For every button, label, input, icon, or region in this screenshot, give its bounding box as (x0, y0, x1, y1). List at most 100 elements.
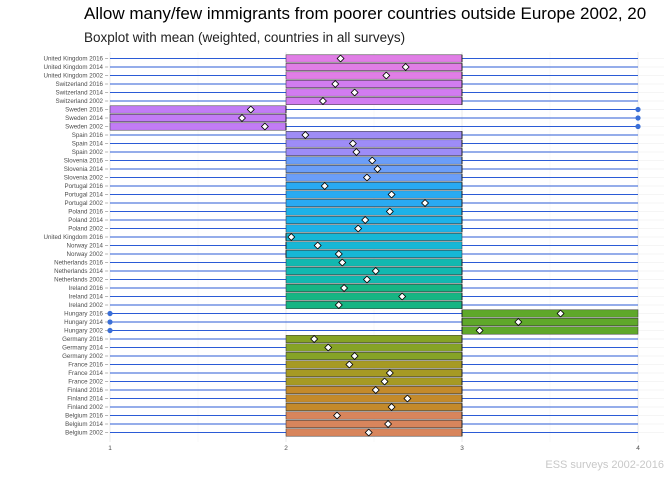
y-tick-label: Portugal 2016 (64, 183, 103, 190)
y-tick-label: Belgium 2014 (65, 421, 103, 428)
mean-marker (331, 80, 340, 88)
y-tick-label: Switzerland 2014 (56, 90, 104, 97)
box (285, 173, 463, 182)
y-tick-label: Finland 2002 (67, 404, 103, 411)
y-tick-label: Spain 2016 (72, 132, 104, 139)
box (285, 88, 463, 97)
mean-marker (345, 360, 354, 369)
mean-marker (301, 131, 310, 139)
mean-marker (364, 428, 373, 437)
y-tick-label: Hungary 2016 (64, 311, 103, 318)
mean-marker (287, 233, 296, 241)
mean-marker (371, 267, 380, 275)
mean-marker (310, 335, 319, 343)
mean-marker (352, 148, 361, 156)
mean-marker (313, 241, 322, 250)
x-tick-label: 1 (108, 445, 112, 452)
mean-marker (246, 105, 255, 114)
mean-marker (556, 309, 565, 318)
y-tick-label: Norway 2014 (67, 243, 104, 250)
mean-marker (336, 54, 345, 63)
box (285, 403, 463, 411)
y-tick-label: United Kingdom 2002 (43, 73, 103, 80)
box (109, 122, 287, 131)
box (285, 292, 463, 301)
y-tick-label: Poland 2014 (68, 217, 103, 224)
box (285, 97, 463, 105)
mean-marker (340, 284, 349, 292)
y-tick-label: United Kingdom 2014 (43, 64, 103, 71)
mean-marker (387, 190, 396, 199)
mean-marker (338, 258, 347, 267)
box (285, 224, 463, 233)
y-tick-label: Poland 2002 (68, 226, 103, 233)
mean-marker (398, 292, 407, 301)
y-tick-label: Spain 2002 (72, 149, 104, 156)
y-tick-label: Germany 2002 (62, 353, 103, 360)
y-tick-label: France 2014 (68, 370, 103, 377)
mean-marker (421, 199, 430, 207)
box (285, 428, 463, 437)
box (109, 114, 287, 122)
y-tick-label: Germany 2014 (62, 345, 103, 352)
y-tick-label: Finland 2014 (67, 396, 103, 403)
mean-marker (324, 343, 333, 352)
outlier-point (635, 106, 641, 113)
outlier-point (107, 327, 113, 334)
mean-marker (238, 114, 246, 122)
box (285, 199, 463, 207)
box (285, 148, 463, 156)
y-tick-label: Portugal 2002 (64, 200, 103, 207)
mean-marker (514, 318, 523, 326)
y-tick-label: Hungary 2014 (64, 319, 103, 326)
y-tick-label: Ireland 2014 (69, 294, 104, 301)
box (109, 105, 287, 114)
mean-marker (401, 63, 410, 71)
y-tick-label: France 2016 (68, 362, 103, 369)
y-tick-label: Netherlands 2014 (54, 268, 103, 275)
mean-marker (475, 326, 484, 335)
y-tick-label: Ireland 2016 (69, 285, 104, 292)
box (285, 377, 463, 386)
mean-marker (385, 207, 394, 216)
x-tick-label: 3 (460, 445, 464, 452)
mean-marker (318, 97, 327, 105)
mean-marker (384, 420, 393, 428)
mean-marker (348, 139, 357, 148)
box (285, 411, 463, 420)
y-tick-label: Ireland 2002 (69, 302, 104, 309)
mean-marker (354, 224, 363, 233)
box (285, 207, 463, 216)
y-tick-label: Poland 2016 (68, 209, 103, 216)
box (285, 182, 463, 190)
y-tick-label: France 2002 (68, 379, 103, 386)
box (285, 250, 463, 258)
box (285, 54, 463, 63)
box (285, 420, 463, 428)
y-tick-label: Belgium 2002 (65, 430, 103, 437)
box (461, 309, 639, 318)
mean-marker (320, 182, 329, 190)
box (285, 71, 463, 80)
box (285, 190, 463, 199)
mean-marker (333, 411, 342, 420)
outlier-point (107, 310, 113, 317)
box (461, 326, 639, 335)
box (285, 80, 463, 88)
mean-marker (385, 369, 394, 377)
mean-marker (382, 71, 391, 80)
box (285, 139, 463, 148)
box (285, 360, 463, 369)
mean-marker (334, 301, 343, 309)
y-tick-label: Slovenia 2014 (64, 166, 104, 173)
mean-marker (371, 386, 380, 394)
box (285, 233, 463, 241)
y-tick-label: Sweden 2014 (65, 115, 103, 122)
mean-marker (373, 165, 382, 173)
chart-title: Allow many/few immigrants from poorer co… (84, 4, 647, 23)
x-tick-label: 2 (284, 445, 288, 452)
box (285, 284, 463, 292)
box (461, 318, 639, 326)
x-tick-label: 4 (636, 445, 640, 452)
y-tick-label: Hungary 2002 (64, 328, 103, 335)
